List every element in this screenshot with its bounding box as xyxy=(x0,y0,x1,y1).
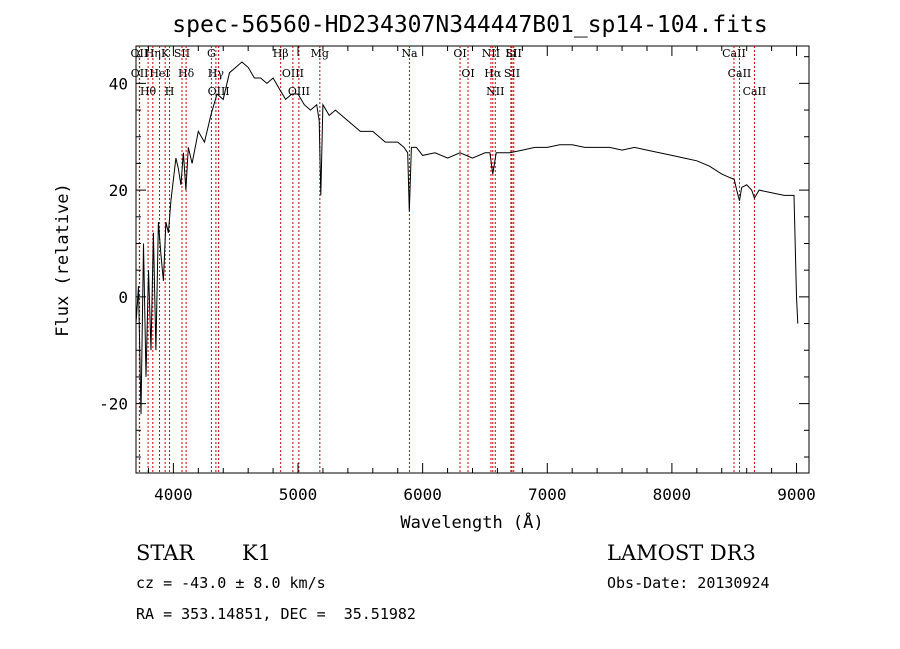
y-tick-label: 20 xyxy=(109,181,128,200)
spectral-line-label: Mg xyxy=(311,47,329,60)
x-tick-label: 6000 xyxy=(403,485,442,504)
spectral-line-label: SII xyxy=(174,47,190,60)
spectral-line-label: CaII xyxy=(722,47,746,60)
y-tick-label: 0 xyxy=(118,288,128,307)
spectral-line-label: SII xyxy=(504,67,520,80)
spectral-line-label: G xyxy=(207,47,216,60)
y-axis-label: Flux (relative) xyxy=(53,183,73,337)
spectral-line-label: CaII xyxy=(728,67,752,80)
object-subclass: K1 xyxy=(242,541,271,565)
spectral-line-label: OIII xyxy=(282,67,304,80)
spectral-line-label: Hθ xyxy=(140,85,157,98)
x-tick-label: 8000 xyxy=(653,485,692,504)
survey-name: LAMOST DR3 xyxy=(607,541,756,565)
spectral-line-label: OI xyxy=(461,67,474,80)
spectral-line-label: HeI xyxy=(149,67,169,80)
chart-title: spec-56560-HD234307N344447B01_sp14-104.f… xyxy=(172,12,767,38)
plot-frame xyxy=(135,45,810,474)
spectral-line-label: Hα xyxy=(484,67,502,80)
coordinates-text: RA = 353.14851, DEC = 35.51982 xyxy=(136,605,416,623)
obs-date-text: Obs-Date: 20130924 xyxy=(607,574,770,592)
spectral-line-label: Hη xyxy=(145,47,161,60)
spectral-line-label: Hγ xyxy=(208,67,225,80)
y-axis-ticks: -20 0 20 40 xyxy=(99,56,809,458)
spectral-line-label: Hδ xyxy=(178,67,195,80)
spectral-line-label: CaII xyxy=(743,85,767,98)
spectral-line-label: Li xyxy=(505,47,516,60)
x-tick-label: 9000 xyxy=(777,485,816,504)
x-axis-label: Wavelength (Å) xyxy=(400,511,543,533)
y-tick-label: -20 xyxy=(99,395,128,414)
spectral-line-label: H xyxy=(165,85,175,98)
y-tick-label: 40 xyxy=(109,74,128,93)
x-axis-ticks: 4000 5000 6000 7000 8000 9000 xyxy=(147,46,816,504)
spectral-line-label: OII xyxy=(131,67,149,80)
spectral-line-label: OI xyxy=(453,47,466,60)
spectral-line-label: Hβ xyxy=(273,47,289,60)
spectral-line-label: SII xyxy=(506,47,522,60)
spectral-line-markers xyxy=(138,46,755,473)
x-tick-label: 7000 xyxy=(528,485,567,504)
spectral-line-label: NII xyxy=(486,85,504,98)
x-tick-label: 5000 xyxy=(279,485,318,504)
spectral-line-label: NII xyxy=(482,47,500,60)
spectral-line-label: K xyxy=(161,47,170,60)
spectrum-series xyxy=(135,61,799,415)
spectral-line-label: Na xyxy=(401,47,418,60)
redshift-text: cz = -43.0 ± 8.0 km/s xyxy=(136,574,326,592)
spectral-line-label: OII xyxy=(131,47,149,60)
object-class: STAR xyxy=(136,541,195,565)
x-tick-label: 4000 xyxy=(154,485,193,504)
spectral-line-label: OIII xyxy=(288,85,310,98)
